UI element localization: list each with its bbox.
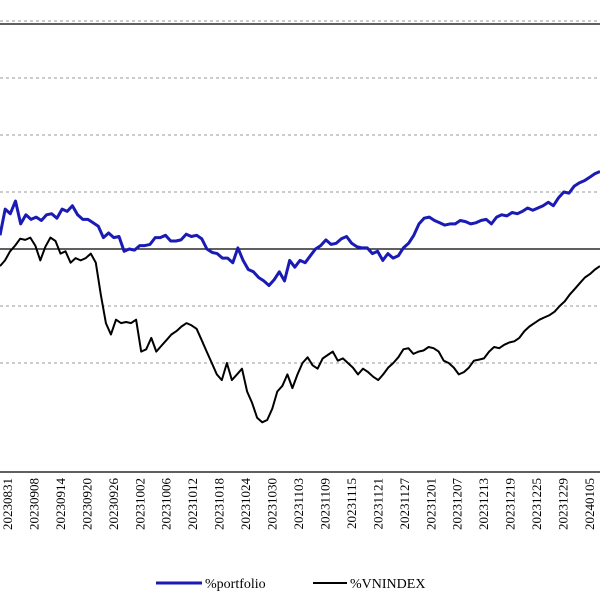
x-tick-label: 20231109 xyxy=(317,478,332,530)
x-tick-label: 20231012 xyxy=(185,478,200,530)
legend-label: %VNINDEX xyxy=(350,577,425,592)
x-tick-label: 20231002 xyxy=(132,478,147,530)
legend: %portfolio %VNINDEX xyxy=(156,577,425,592)
x-tick-label: 20230926 xyxy=(106,478,121,531)
x-tick-label: 20230831 xyxy=(0,478,15,530)
x-axis-tick-labels: 20230831 20230908 20230914 20230920 20230926… xyxy=(0,478,597,531)
x-tick-label: 20231018 xyxy=(212,478,227,530)
series-lines xyxy=(0,170,600,424)
x-tick-label: 20230908 xyxy=(26,478,41,530)
x-tick-label: 20231219 xyxy=(503,478,518,530)
horizontal-gridlines xyxy=(0,20,600,364)
x-tick-label: 20231103 xyxy=(291,478,306,530)
x-tick-label: 20231229 xyxy=(556,478,571,530)
series-line-vnindex xyxy=(0,236,600,424)
x-tick-label: 20231024 xyxy=(238,478,253,531)
x-tick-label: 20231201 xyxy=(423,478,438,530)
legend-label: %portfolio xyxy=(205,577,266,592)
x-tick-label: 20230914 xyxy=(53,478,68,531)
x-tick-label: 20231207 xyxy=(450,478,465,531)
x-tick-label: 20231121 xyxy=(370,478,385,530)
x-tick-label: 20231127 xyxy=(397,478,412,530)
x-tick-label: 20231115 xyxy=(344,478,359,529)
x-tick-label: 20231225 xyxy=(529,478,544,530)
x-tick-label: 20230920 xyxy=(79,478,94,530)
x-tick-label: 20231006 xyxy=(159,478,174,531)
series-line-portfolio xyxy=(0,170,600,287)
x-tick-label: 20231030 xyxy=(265,478,280,530)
x-tick-label: 20240105 xyxy=(582,478,597,530)
x-tick-label: 20231213 xyxy=(476,478,491,530)
